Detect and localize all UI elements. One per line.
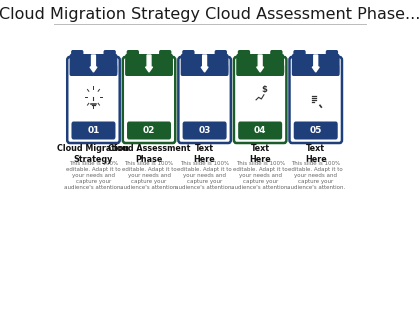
Text: Cloud Migration
Strategy: Cloud Migration Strategy <box>58 144 129 164</box>
FancyBboxPatch shape <box>293 50 306 64</box>
FancyBboxPatch shape <box>70 54 118 76</box>
FancyBboxPatch shape <box>71 50 84 64</box>
Text: This slide is 100%
editable. Adapt it to
your needs and
capture your
audience's : This slide is 100% editable. Adapt it to… <box>231 161 289 190</box>
Bar <box>260 99 262 104</box>
FancyBboxPatch shape <box>234 57 286 143</box>
Bar <box>263 95 265 104</box>
FancyBboxPatch shape <box>71 122 116 140</box>
FancyBboxPatch shape <box>178 57 231 143</box>
Bar <box>238 65 283 72</box>
FancyBboxPatch shape <box>159 50 171 64</box>
Text: This slide is 100%
editable. Adapt it to
your needs and
capture your
audience's : This slide is 100% editable. Adapt it to… <box>286 161 345 190</box>
Text: 02: 02 <box>143 126 155 135</box>
Text: 05: 05 <box>310 126 322 135</box>
Text: Text
Here: Text Here <box>194 144 215 164</box>
Polygon shape <box>201 96 204 101</box>
Text: Cloud Migration Strategy Cloud Assessment Phase...: Cloud Migration Strategy Cloud Assessmen… <box>0 7 420 22</box>
Text: 04: 04 <box>254 126 266 135</box>
Text: 01: 01 <box>87 126 100 135</box>
Bar <box>255 100 257 104</box>
FancyBboxPatch shape <box>103 50 116 64</box>
FancyBboxPatch shape <box>289 57 342 143</box>
FancyBboxPatch shape <box>310 91 319 107</box>
Text: 03: 03 <box>198 126 211 135</box>
FancyBboxPatch shape <box>294 122 338 140</box>
Circle shape <box>143 91 155 107</box>
Polygon shape <box>312 55 319 72</box>
FancyBboxPatch shape <box>236 54 284 76</box>
Polygon shape <box>257 55 264 72</box>
FancyBboxPatch shape <box>123 57 175 143</box>
Bar <box>293 65 338 72</box>
FancyBboxPatch shape <box>182 50 194 64</box>
Text: Text
Here: Text Here <box>305 144 327 164</box>
Polygon shape <box>201 55 208 72</box>
Text: $: $ <box>261 85 267 94</box>
FancyBboxPatch shape <box>127 122 171 140</box>
FancyBboxPatch shape <box>125 54 173 76</box>
Polygon shape <box>204 92 210 106</box>
FancyBboxPatch shape <box>292 54 340 76</box>
Text: This slide is 100%
editable. Adapt it to
your needs and
capture your
audience's : This slide is 100% editable. Adapt it to… <box>176 161 234 190</box>
FancyBboxPatch shape <box>326 50 338 64</box>
FancyBboxPatch shape <box>67 57 120 143</box>
Bar <box>71 65 116 72</box>
FancyBboxPatch shape <box>183 122 227 140</box>
Bar <box>182 65 227 72</box>
Bar <box>257 97 260 104</box>
Text: Text
Here: Text Here <box>249 144 271 164</box>
FancyBboxPatch shape <box>127 50 139 64</box>
Polygon shape <box>90 55 97 72</box>
Text: Cloud Assessment
Phase: Cloud Assessment Phase <box>108 144 190 164</box>
Text: This slide is 100%
editable. Adapt it to
your needs and
capture your
audience's : This slide is 100% editable. Adapt it to… <box>120 161 178 190</box>
FancyBboxPatch shape <box>181 54 228 76</box>
FancyBboxPatch shape <box>215 50 227 64</box>
FancyBboxPatch shape <box>270 50 283 64</box>
Polygon shape <box>146 55 152 72</box>
FancyBboxPatch shape <box>238 122 282 140</box>
FancyBboxPatch shape <box>238 50 250 64</box>
Text: This slide is 100%
editable. Adapt it to
your needs and
capture your
audience's : This slide is 100% editable. Adapt it to… <box>64 161 123 190</box>
Bar <box>127 65 171 72</box>
